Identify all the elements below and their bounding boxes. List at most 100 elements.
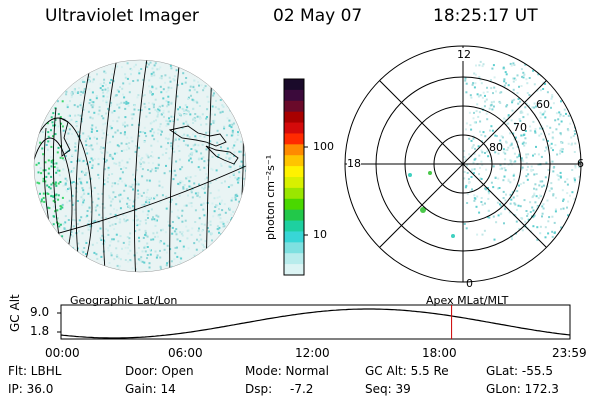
image-pixel [185,188,188,191]
image-pixel [101,85,104,87]
image-pixel [471,83,474,86]
image-pixel [131,123,134,126]
image-pixel [197,81,200,84]
image-pixel [526,212,529,215]
image-pixel [203,135,206,138]
colorbar-block [284,79,304,91]
image-pixel [474,197,477,200]
image-pixel [67,188,69,190]
image-pixel [526,92,529,94]
image-pixel [493,76,496,79]
image-pixel [466,172,469,174]
image-pixel [151,86,154,89]
image-pixel [223,225,226,228]
image-pixel [166,105,169,108]
image-pixel [181,107,184,110]
image-pixel [570,143,573,146]
image-pixel [52,135,54,138]
image-pixel [193,182,196,185]
image-pixel [142,191,145,194]
image-pixel [86,163,89,166]
image-pixel [116,89,119,92]
image-pixel [110,254,113,257]
image-pixel [486,150,489,153]
image-pixel [572,73,575,75]
image-pixel [223,125,226,128]
image-pixel [170,145,173,148]
image-pixel [569,99,572,102]
image-pixel [479,94,482,97]
image-pixel [76,105,79,108]
image-pixel [180,232,183,235]
image-pixel [523,199,526,202]
image-pixel [487,209,490,212]
image-pixel [489,159,492,162]
image-pixel [156,115,159,118]
image-pixel [61,100,64,103]
colorbar-block [284,187,304,200]
image-pixel [513,202,516,205]
image-pixel [120,168,123,170]
image-pixel [470,169,473,172]
image-pixel [190,191,193,194]
image-pixel [200,84,203,87]
image-pixel [74,114,77,117]
image-pixel [62,184,65,187]
image-pixel [153,197,156,200]
image-pixel [522,141,525,144]
image-pixel [507,178,510,181]
image-pixel [551,94,554,96]
image-pixel [185,204,188,207]
image-pixel [158,77,161,79]
image-pixel [116,255,119,258]
image-pixel [539,116,542,119]
colorbar [283,78,308,276]
image-pixel [529,129,532,132]
image-pixel [570,236,573,239]
image-pixel [64,183,67,186]
image-pixel [539,225,542,228]
image-pixel [205,123,208,126]
image-pixel [555,196,557,199]
image-pixel [134,178,136,181]
image-pixel [150,238,153,241]
image-pixel [185,122,188,125]
image-pixel [181,214,183,217]
image-pixel [188,202,191,205]
image-pixel [524,106,527,109]
image-pixel [505,73,508,76]
image-pixel [513,98,516,101]
image-pixel [485,168,488,171]
image-pixel [515,220,518,223]
image-pixel [116,120,119,123]
image-pixel [500,142,503,145]
image-pixel [154,196,157,198]
image-pixel [568,69,571,72]
image-pixel [237,181,240,184]
image-pixel [559,171,562,174]
image-pixel [59,116,62,119]
image-pixel [97,113,100,116]
image-pixel [509,159,512,162]
image-pixel [118,103,121,105]
image-pixel [485,112,488,115]
polar-label-0: 0 [466,277,473,290]
image-pixel [466,164,469,167]
image-pixel [159,249,161,252]
image-pixel [178,136,181,139]
image-pixel [105,159,108,162]
image-pixel [172,178,175,181]
image-pixel [132,200,135,203]
image-pixel [571,191,574,194]
image-pixel [123,166,125,169]
image-pixel [108,262,111,264]
image-pixel [158,109,161,112]
image-pixel [153,120,155,123]
image-pixel [573,84,576,87]
image-pixel [211,239,213,242]
image-pixel [521,166,524,169]
image-pixel [579,92,581,95]
image-pixel [542,184,545,187]
image-pixel [97,219,99,222]
image-pixel [181,220,184,223]
